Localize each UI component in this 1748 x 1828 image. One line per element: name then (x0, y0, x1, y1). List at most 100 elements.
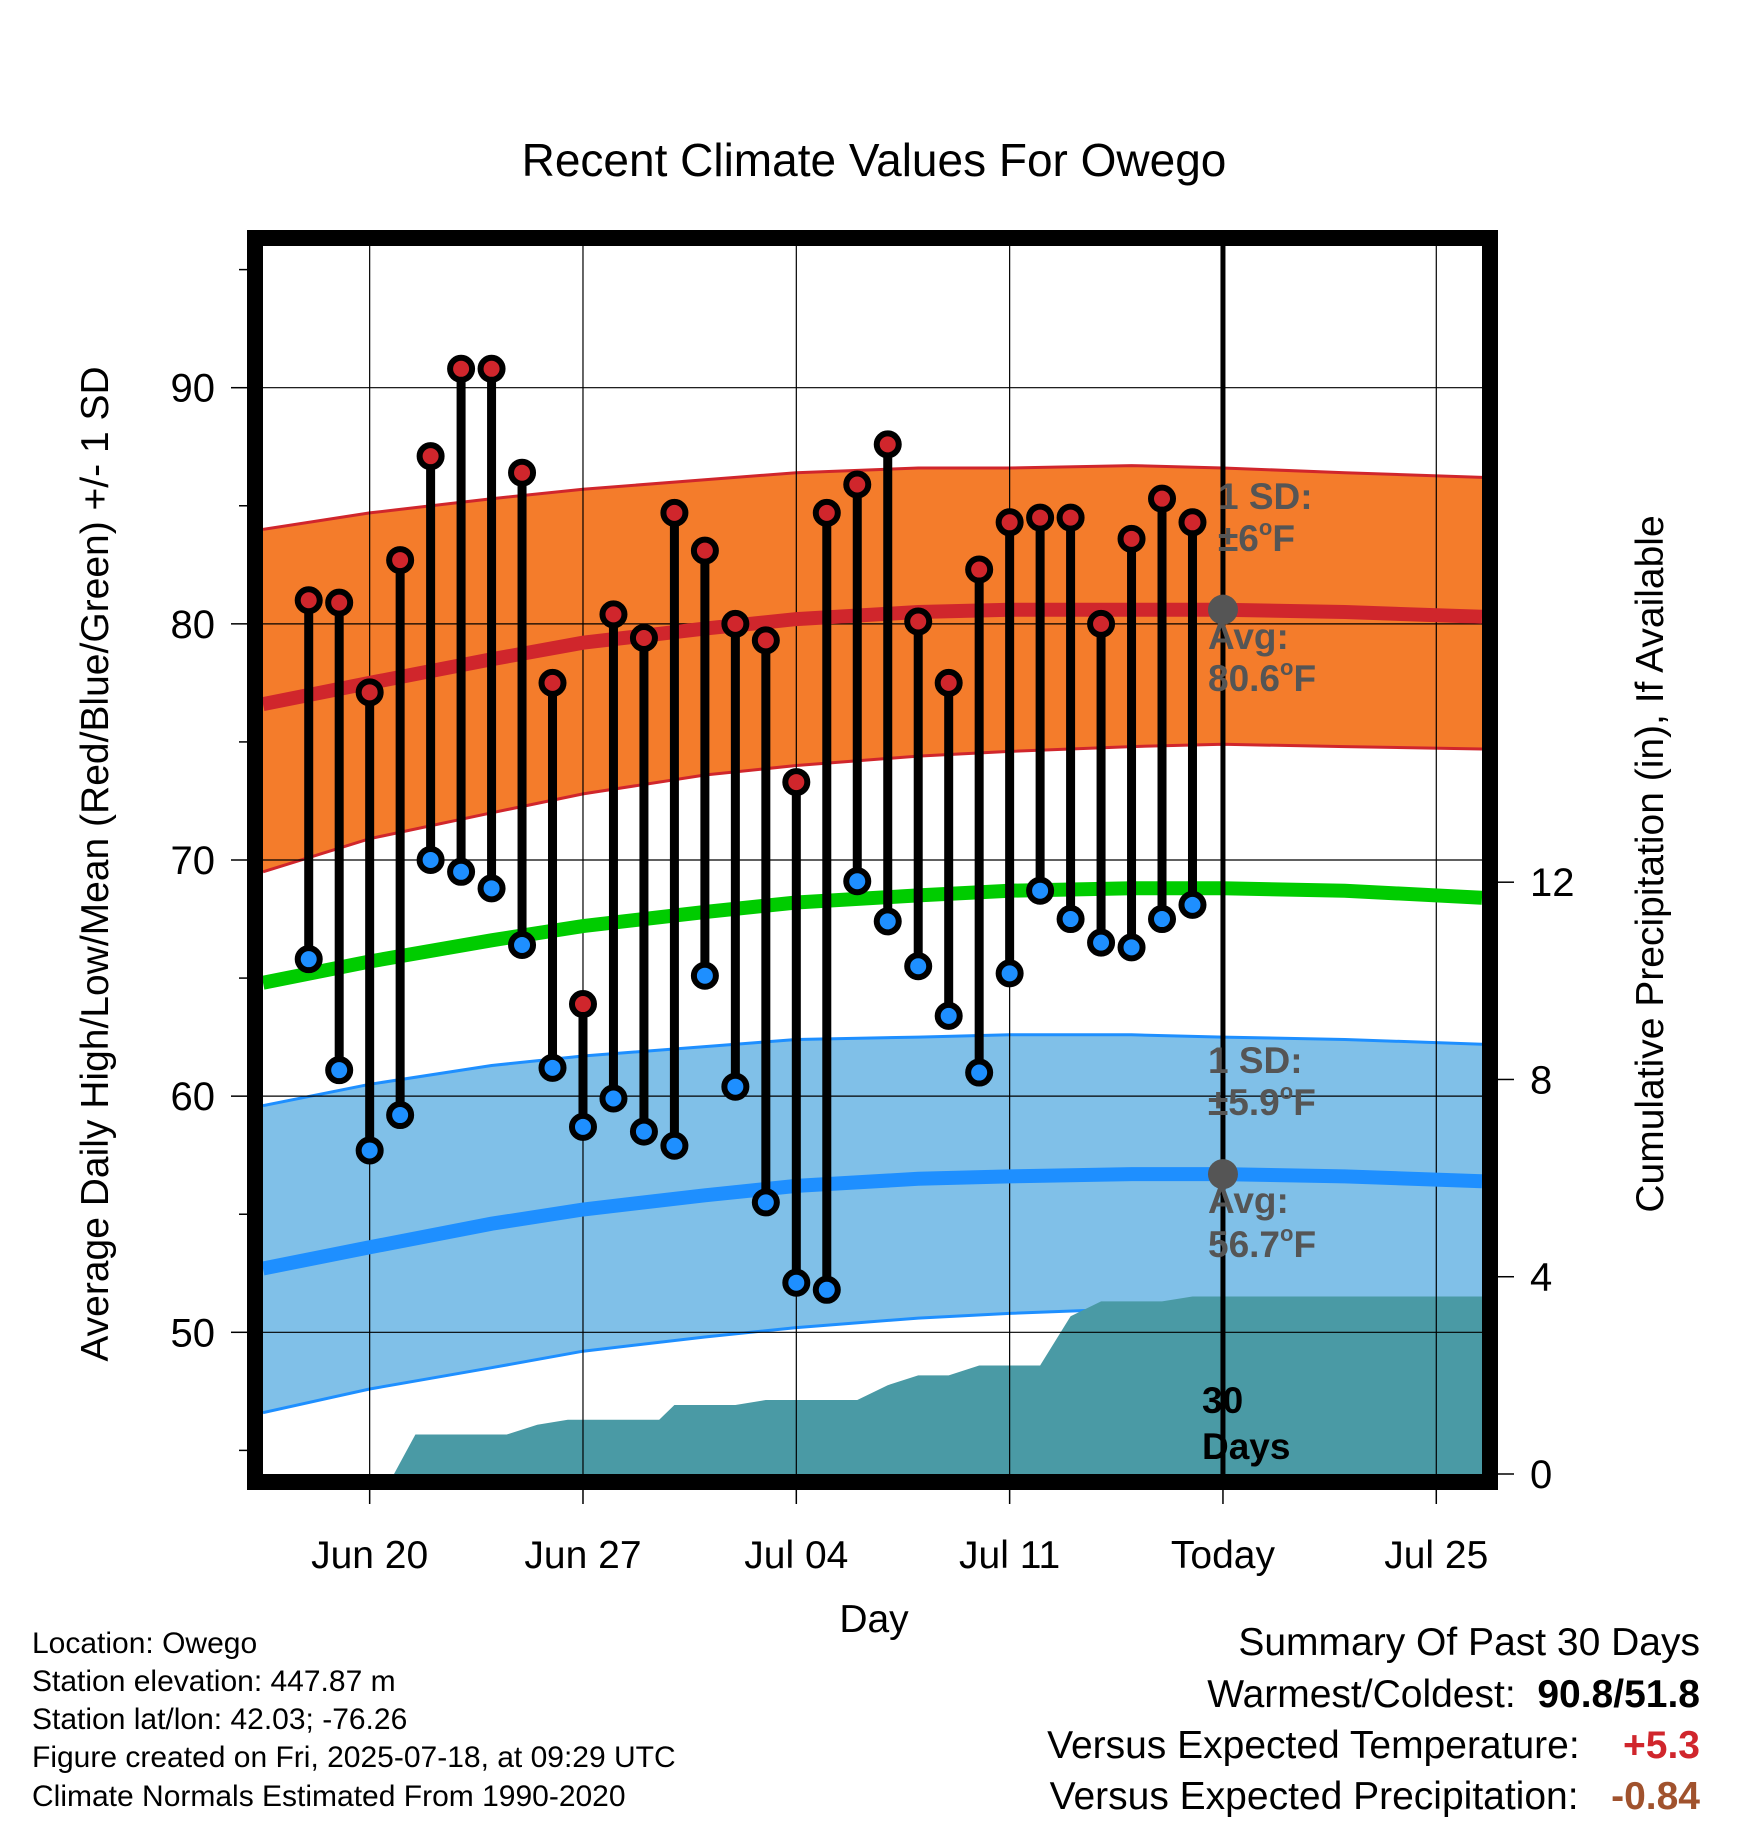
daily-low-point (1148, 905, 1177, 934)
daily-high-point (447, 354, 476, 383)
daily-stems (304, 368, 1197, 1290)
precip-value: -0.84 (1611, 1775, 1700, 1818)
y-tick-label: 80 (171, 603, 216, 647)
summary-temperature: Versus Expected Temperature: +5.3 (1047, 1724, 1700, 1768)
y-tick-label: 50 (171, 1311, 216, 1355)
y2-tick-label: 12 (1530, 861, 1575, 905)
daily-high-point (568, 990, 597, 1019)
low-sd-band-upper-edge (263, 1033, 1482, 1108)
x-tick-label: Jul 11 (959, 1534, 1060, 1577)
y2-tick-label: 0 (1530, 1453, 1552, 1497)
temp-value: +5.3 (1623, 1724, 1700, 1767)
daily-high-point (1148, 484, 1177, 513)
daily-low-point (904, 952, 933, 981)
precip-label: Versus Expected Precipitation: (1049, 1775, 1579, 1818)
daily-low-point (721, 1072, 750, 1101)
daily-high-point (1087, 609, 1116, 638)
temp-label: Versus Expected Temperature: (1047, 1724, 1580, 1767)
station-latlon: Station lat/lon: 42.03; -76.26 (32, 1703, 408, 1736)
daily-low-point (995, 959, 1024, 988)
daily-high-point (325, 588, 354, 617)
y2-tick-label: 4 (1530, 1256, 1552, 1300)
high-sd-band (263, 465, 1482, 872)
value-separator: / (1613, 1673, 1625, 1716)
daily-high-point (1026, 503, 1055, 532)
daily-high-point (904, 607, 933, 636)
daily-high-point (721, 609, 750, 638)
daily-low-point (1087, 928, 1116, 957)
x-tick-label: Jul 25 (1384, 1534, 1488, 1577)
axis-ticks: 50 60 70 80 90 0 4 8 12 Jun 20 Jun 27 Jul 04 Jul 11 T… (171, 268, 1575, 1577)
daily-low-point (690, 961, 719, 990)
daily-low-point (294, 945, 323, 974)
daily-low-point (1117, 933, 1146, 962)
y-tick-label: 60 (171, 1075, 216, 1119)
today-low-normal-marker (1207, 1159, 1238, 1190)
daily-low-point (782, 1268, 811, 1297)
low-sd-band (263, 1034, 1482, 1413)
daily-high-point (843, 470, 872, 499)
daily-high-point (355, 678, 384, 707)
daily-low-point (1056, 905, 1085, 934)
high-avg-label: Avg: (1208, 616, 1289, 657)
station-elevation: Station elevation: 447.87 m (32, 1665, 396, 1698)
summary-warmest-coldest: Warmest/Coldest: 90.8/51.8 (1207, 1673, 1700, 1717)
daily-low-point (447, 857, 476, 886)
daily-high-point (508, 458, 537, 487)
warmest-coldest-label: Warmest/Coldest: (1207, 1673, 1516, 1716)
normal-mean-line (263, 881, 1482, 990)
cumulative-precip-area (263, 1296, 1482, 1474)
daily-high-point (965, 555, 994, 584)
daily-low-point (355, 1136, 384, 1165)
normal-low-line (263, 1167, 1482, 1276)
x-tick-label: Jun 20 (311, 1534, 428, 1577)
daily-high-point (416, 442, 445, 471)
climate-normals-note: Climate Normals Estimated From 1990-2020 (32, 1780, 626, 1813)
daily-low-point (416, 846, 445, 874)
high-sd-band-upper-edge (263, 464, 1482, 531)
x-tick-label: Jul 04 (744, 1534, 848, 1577)
daily-high-point (599, 600, 628, 629)
warmest-value: 90.8 (1537, 1673, 1614, 1716)
plot-frame (247, 230, 1498, 1490)
daily-high-point (386, 546, 415, 575)
band-annotations: 1 SD: ±6oF Avg: 80.6oF 1 SD: ±5.9oF Avg:… (1202, 476, 1316, 1467)
x-tick-label: Jun 27 (524, 1534, 641, 1577)
daily-low-point (812, 1275, 841, 1304)
daily-low-point (965, 1058, 994, 1087)
daily-low-point (1178, 890, 1207, 919)
daily-low-point (660, 1131, 689, 1160)
days-count: 30 (1202, 1380, 1243, 1421)
daily-low-point (538, 1053, 567, 1082)
daily-high-point (751, 626, 780, 655)
y-axis-label: Average Daily High/Low/Mean (Red/Blue/Gr… (74, 366, 117, 1361)
daily-high-point (538, 668, 567, 697)
high-sd-label: 1 SD: (1218, 476, 1313, 517)
daily-high-point (690, 536, 719, 565)
low-avg-value: 56.7oF (1208, 1221, 1316, 1265)
daily-high-point (995, 508, 1024, 537)
y2-tick-label: 8 (1530, 1058, 1552, 1102)
daily-low-point (843, 867, 872, 896)
days-word: Days (1202, 1426, 1290, 1467)
daily-high-point (1117, 524, 1146, 553)
today-high-normal-marker (1207, 594, 1238, 625)
high-sd-value: ±6oF (1218, 515, 1295, 559)
daily-low-point (325, 1056, 354, 1085)
coldest-value: 51.8 (1624, 1673, 1700, 1716)
daily-high-point (629, 624, 658, 653)
daily-high-point (1056, 503, 1085, 532)
daily-high-point (660, 498, 689, 527)
daily-low-point (934, 1001, 963, 1030)
daily-low-point (568, 1112, 597, 1141)
low-avg-label: Avg: (1208, 1180, 1289, 1221)
daily-low-point (873, 907, 902, 936)
daily-low-point (751, 1188, 780, 1217)
daily-high-point (873, 430, 902, 459)
daily-high-point (934, 668, 963, 697)
y2-axis-label: Cumulative Precipitation (in), If Availa… (1629, 515, 1672, 1212)
daily-low-point (477, 874, 506, 903)
normal-bands (263, 464, 1482, 1415)
daily-high-point (812, 498, 841, 527)
